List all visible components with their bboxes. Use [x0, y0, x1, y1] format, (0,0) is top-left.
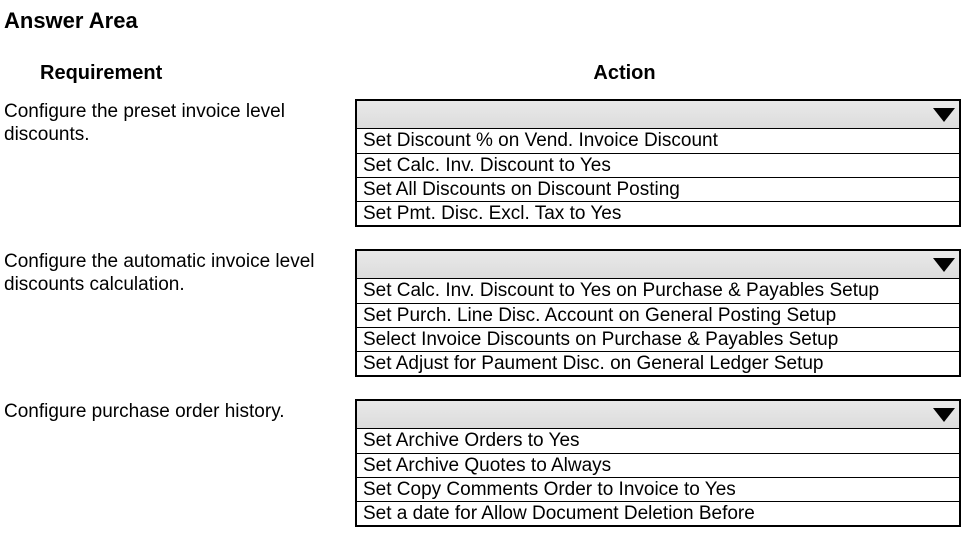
requirement-text: Configure the preset invoice level disco…	[0, 99, 355, 147]
dropdown-options: Set Discount % on Vend. Invoice Discount…	[357, 129, 959, 225]
requirement-text: Configure the automatic invoice level di…	[0, 249, 355, 297]
dropdown-option[interactable]: Set Calc. Inv. Discount to Yes	[357, 153, 959, 177]
action-dropdown[interactable]: Set Archive Orders to Yes Set Archive Qu…	[355, 399, 961, 527]
action-header: Action	[593, 62, 655, 84]
dropdown-option[interactable]: Set Purch. Line Disc. Account on General…	[357, 303, 959, 327]
action-dropdown[interactable]: Set Calc. Inv. Discount to Yes on Purcha…	[355, 249, 961, 377]
dropdown-option[interactable]: Set Archive Quotes to Always	[357, 453, 959, 477]
chevron-down-icon	[933, 108, 955, 122]
dropdown-options: Set Calc. Inv. Discount to Yes on Purcha…	[357, 279, 959, 375]
dropdown-option[interactable]: Set Archive Orders to Yes	[357, 429, 959, 453]
columns-header: Requirement Action	[0, 62, 974, 85]
dropdown-option[interactable]: Set Pmt. Disc. Excl. Tax to Yes	[357, 201, 959, 225]
table-row: Configure the automatic invoice level di…	[0, 249, 974, 377]
requirement-text: Configure purchase order history.	[0, 399, 355, 424]
chevron-down-icon	[933, 408, 955, 422]
page-title: Answer Area	[0, 8, 974, 34]
dropdown-option[interactable]: Set Copy Comments Order to Invoice to Ye…	[357, 477, 959, 501]
dropdown-option[interactable]: Set All Discounts on Discount Posting	[357, 177, 959, 201]
action-dropdown[interactable]: Set Discount % on Vend. Invoice Discount…	[355, 99, 961, 227]
table-row: Configure the preset invoice level disco…	[0, 99, 974, 227]
chevron-down-icon	[933, 258, 955, 272]
dropdown-option[interactable]: Set Adjust for Paument Disc. on General …	[357, 351, 959, 375]
requirement-header: Requirement	[40, 62, 162, 84]
dropdown-option[interactable]: Set Calc. Inv. Discount to Yes on Purcha…	[357, 279, 959, 303]
dropdown-options: Set Archive Orders to Yes Set Archive Qu…	[357, 429, 959, 525]
dropdown-header[interactable]	[357, 401, 959, 429]
dropdown-header[interactable]	[357, 251, 959, 279]
dropdown-option[interactable]: Select Invoice Discounts on Purchase & P…	[357, 327, 959, 351]
dropdown-option[interactable]: Set a date for Allow Document Deletion B…	[357, 501, 959, 525]
table-row: Configure purchase order history. Set Ar…	[0, 399, 974, 527]
dropdown-header[interactable]	[357, 101, 959, 129]
dropdown-option[interactable]: Set Discount % on Vend. Invoice Discount	[357, 129, 959, 153]
